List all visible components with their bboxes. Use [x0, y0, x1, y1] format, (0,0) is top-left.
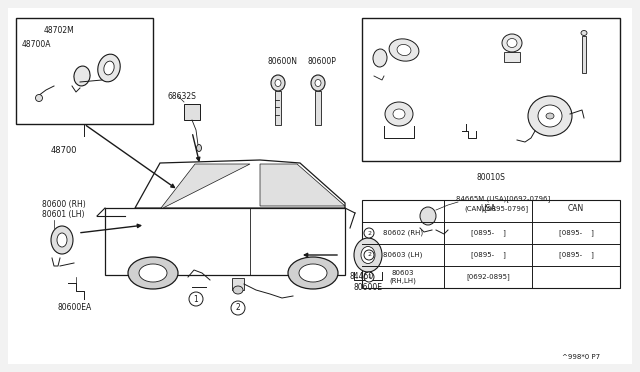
Ellipse shape — [233, 286, 243, 294]
Text: CAN: CAN — [568, 204, 584, 213]
Text: 1: 1 — [367, 275, 371, 279]
Bar — [504, 52, 520, 62]
Polygon shape — [260, 164, 345, 206]
Polygon shape — [582, 36, 586, 73]
Ellipse shape — [507, 38, 517, 48]
Circle shape — [364, 228, 374, 238]
Text: 84460: 84460 — [350, 272, 374, 281]
Ellipse shape — [271, 75, 285, 91]
Ellipse shape — [315, 80, 321, 87]
Ellipse shape — [393, 109, 405, 119]
Text: 80602 (RH): 80602 (RH) — [383, 230, 423, 236]
Text: 2: 2 — [367, 253, 371, 257]
Bar — [232, 278, 244, 290]
Text: 48700: 48700 — [51, 146, 77, 155]
Ellipse shape — [57, 233, 67, 247]
Text: 68632S: 68632S — [168, 92, 197, 101]
Text: [0895-    ]: [0895- ] — [559, 251, 593, 259]
Text: 80603 (LH): 80603 (LH) — [383, 252, 422, 258]
Text: 80603
(RH,LH): 80603 (RH,LH) — [390, 270, 417, 284]
Polygon shape — [161, 164, 250, 208]
Text: 80600EA: 80600EA — [58, 303, 92, 312]
Ellipse shape — [104, 61, 114, 75]
Text: [0895-    ]: [0895- ] — [470, 230, 506, 236]
Text: 2: 2 — [367, 231, 371, 235]
Text: 80601 (LH): 80601 (LH) — [42, 210, 84, 219]
Ellipse shape — [538, 105, 562, 127]
Ellipse shape — [420, 207, 436, 225]
Ellipse shape — [354, 238, 382, 272]
Circle shape — [189, 292, 203, 306]
Bar — [184, 104, 200, 120]
Circle shape — [231, 301, 245, 315]
Ellipse shape — [389, 39, 419, 61]
Bar — [362, 18, 620, 161]
Ellipse shape — [311, 75, 325, 91]
Text: [0895-    ]: [0895- ] — [559, 230, 593, 236]
Ellipse shape — [275, 80, 281, 87]
Text: [0692-0895]: [0692-0895] — [466, 274, 510, 280]
Ellipse shape — [299, 264, 327, 282]
Text: 2: 2 — [236, 304, 241, 312]
Ellipse shape — [581, 31, 587, 35]
Text: 80600P: 80600P — [308, 57, 337, 66]
Text: 1: 1 — [194, 295, 198, 304]
Ellipse shape — [98, 54, 120, 82]
Ellipse shape — [74, 66, 90, 86]
Text: 48700A: 48700A — [22, 40, 51, 49]
Polygon shape — [275, 91, 281, 125]
Ellipse shape — [139, 264, 167, 282]
Ellipse shape — [35, 94, 42, 102]
Text: USA: USA — [480, 204, 496, 213]
Ellipse shape — [288, 257, 338, 289]
Text: 80600E: 80600E — [354, 283, 383, 292]
Ellipse shape — [361, 247, 375, 263]
Ellipse shape — [373, 49, 387, 67]
Ellipse shape — [385, 102, 413, 126]
Polygon shape — [315, 91, 321, 125]
Text: [0895-    ]: [0895- ] — [470, 251, 506, 259]
Bar — [16, 18, 153, 124]
Text: 48702M: 48702M — [44, 26, 75, 35]
Ellipse shape — [51, 226, 73, 254]
Text: 80600 (RH): 80600 (RH) — [42, 200, 86, 209]
Ellipse shape — [196, 144, 202, 151]
Text: 80600N: 80600N — [268, 57, 298, 66]
Ellipse shape — [528, 96, 572, 136]
Text: (CAN)[0895-0796]: (CAN)[0895-0796] — [464, 205, 528, 212]
Ellipse shape — [546, 113, 554, 119]
Polygon shape — [105, 208, 345, 275]
Ellipse shape — [128, 257, 178, 289]
Text: 80010S: 80010S — [477, 173, 506, 182]
Bar — [362, 200, 620, 288]
Ellipse shape — [397, 44, 411, 55]
Text: ^998*0 P7: ^998*0 P7 — [562, 354, 600, 360]
Text: 84665M (USA)[0692-0796]: 84665M (USA)[0692-0796] — [456, 195, 550, 202]
Ellipse shape — [502, 34, 522, 52]
Circle shape — [364, 250, 374, 260]
Circle shape — [364, 272, 374, 282]
Polygon shape — [135, 160, 345, 208]
